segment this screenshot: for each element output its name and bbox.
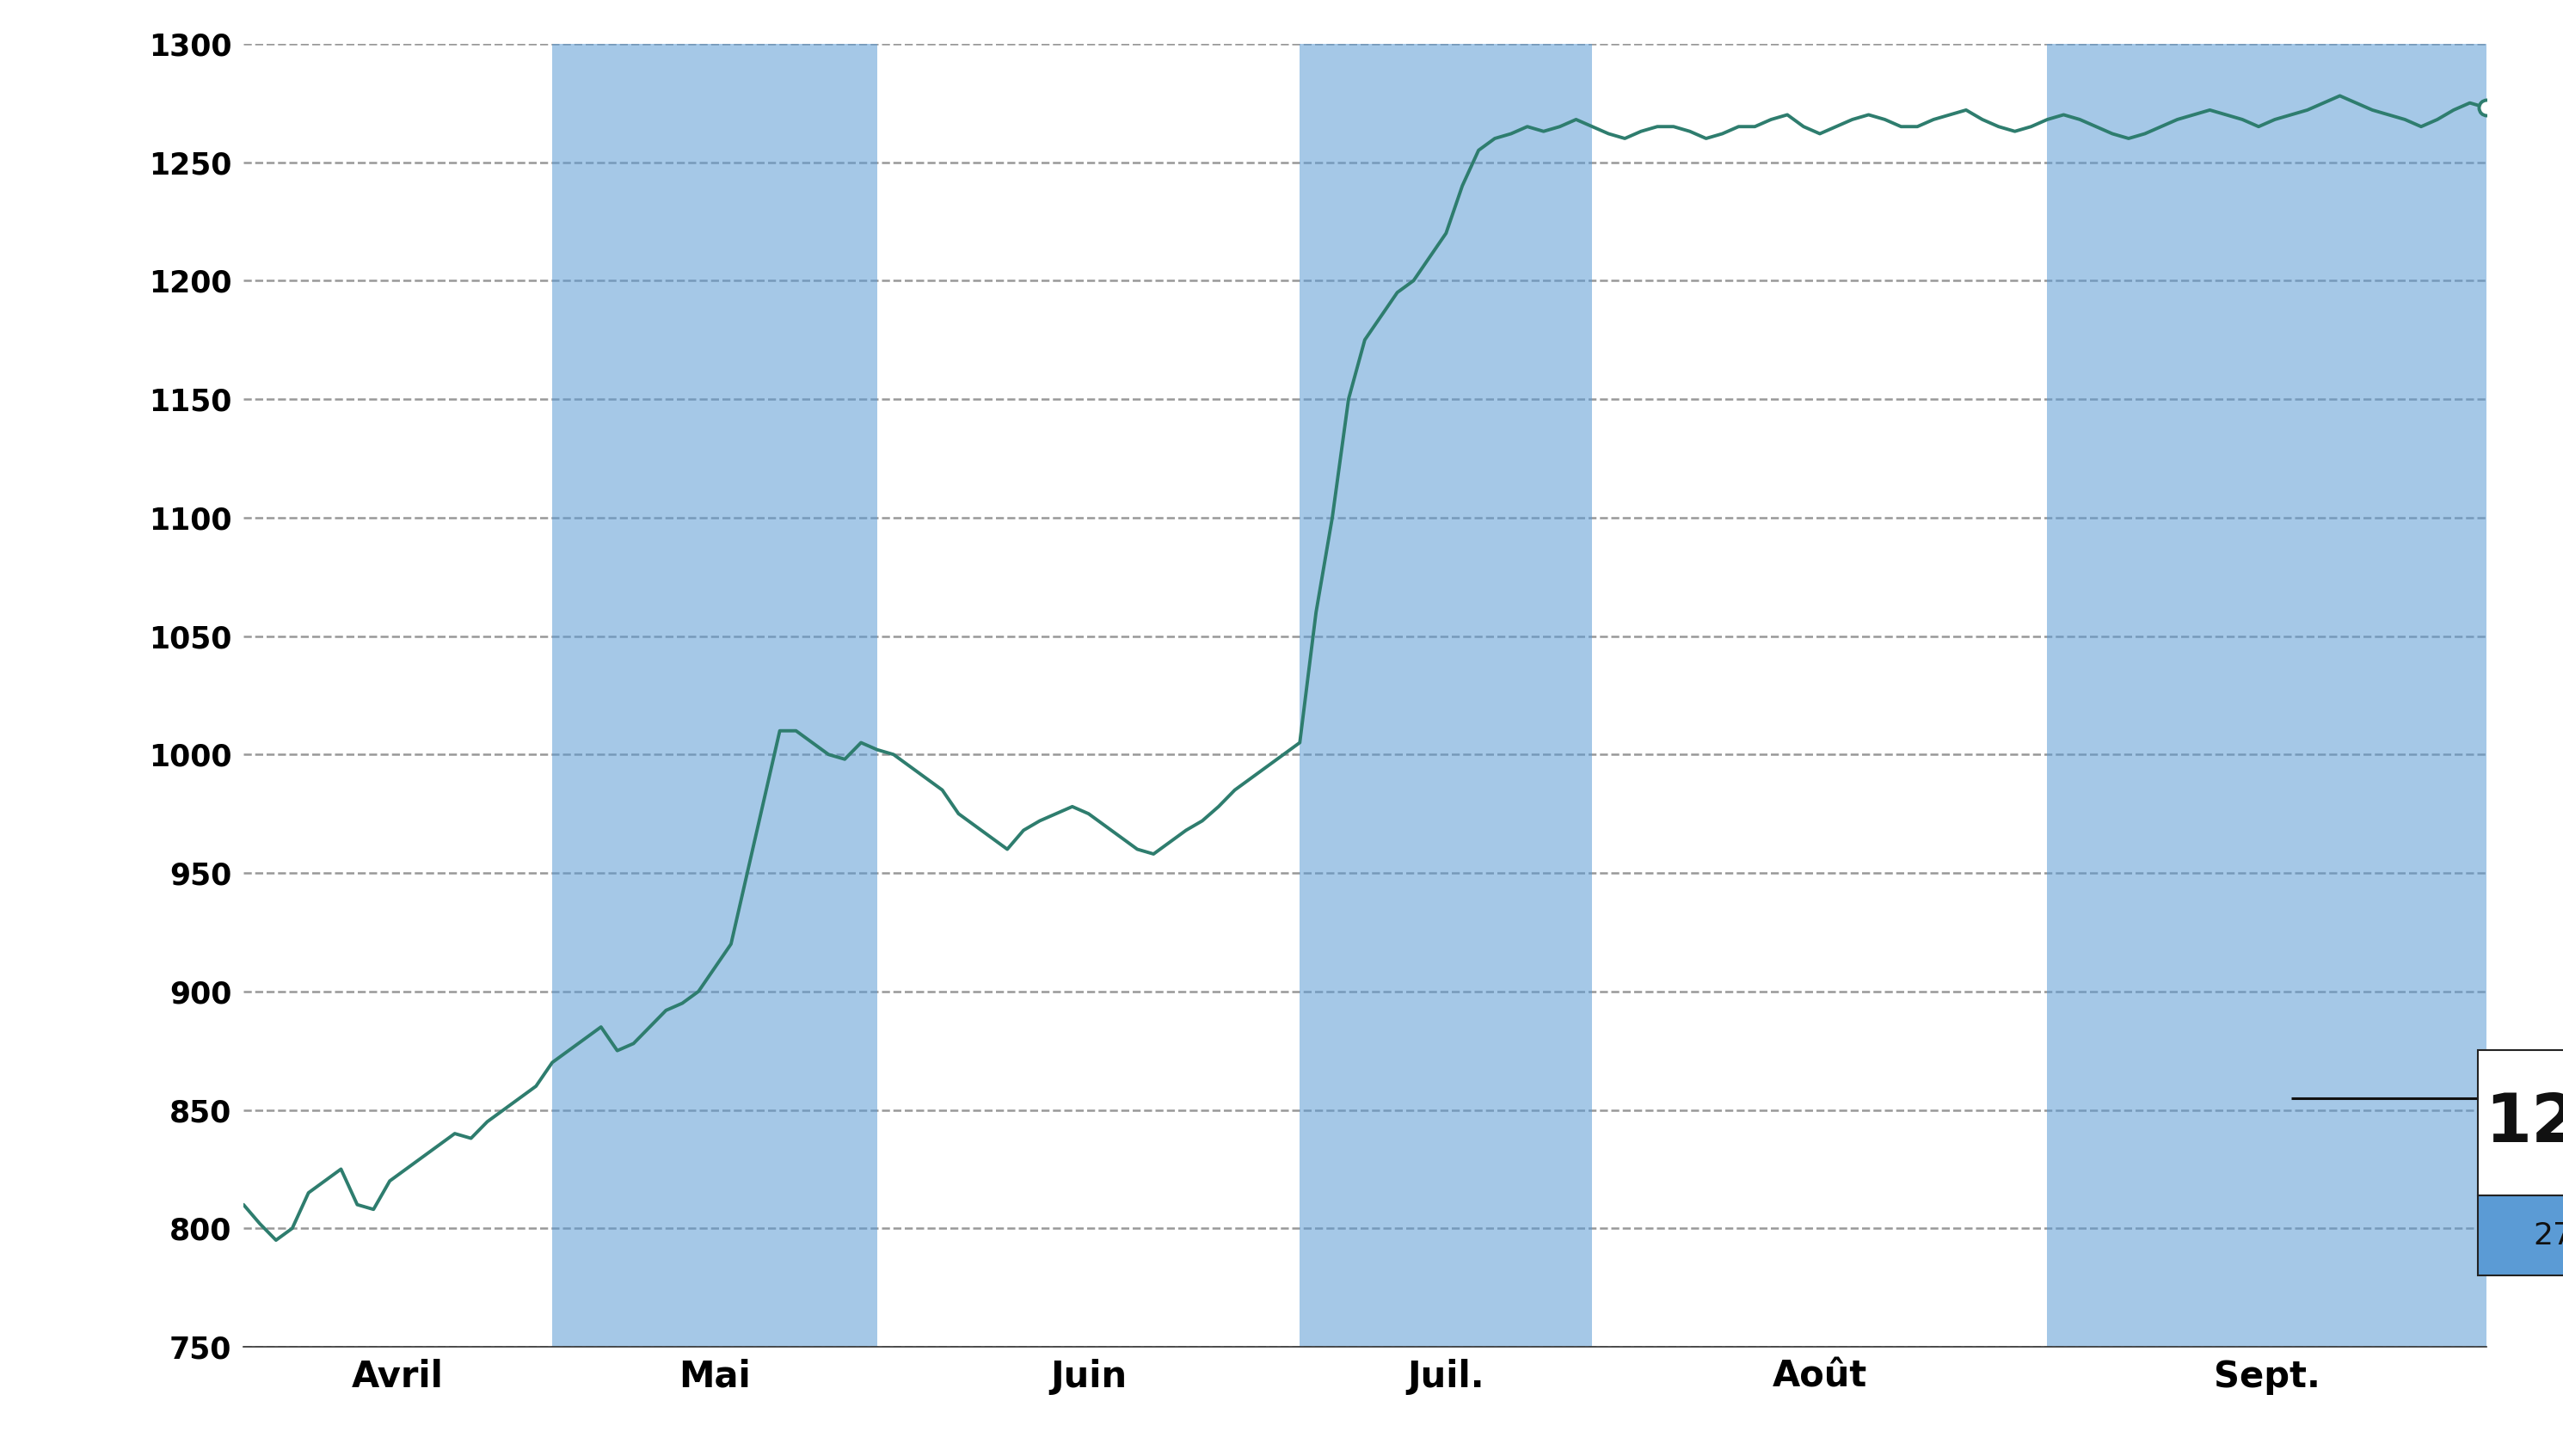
Bar bbox=[551, 44, 877, 1347]
Bar bbox=[1299, 44, 1592, 1347]
Bar bbox=[2048, 44, 2486, 1347]
Text: Britvic PLC: Britvic PLC bbox=[1076, 28, 1487, 93]
Text: 1273: 1273 bbox=[2484, 1091, 2563, 1156]
Text: 27/09: 27/09 bbox=[2532, 1222, 2563, 1251]
